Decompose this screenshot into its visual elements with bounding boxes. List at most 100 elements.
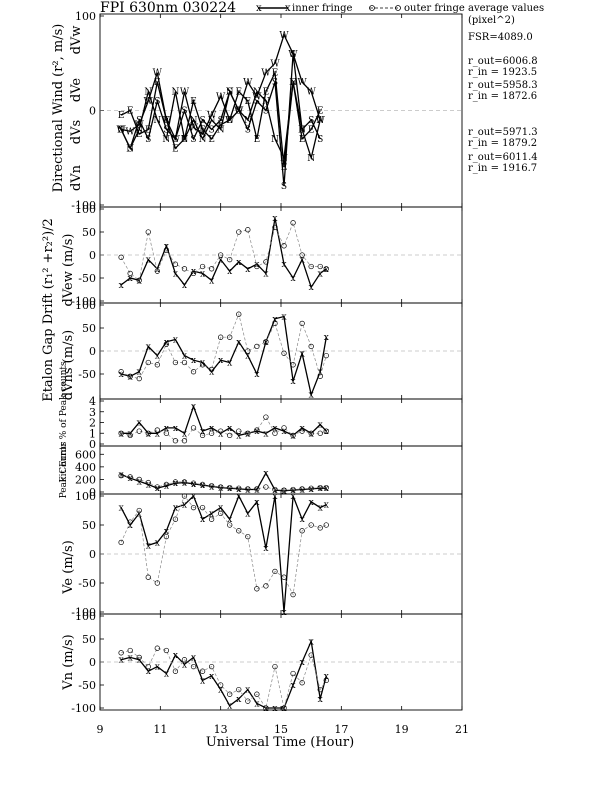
- point-Ve-inner-1: x: [128, 521, 133, 531]
- point-directional-dVe-9: E: [199, 125, 206, 135]
- point-peak_counts-outer-15: [254, 486, 260, 492]
- ytick-label-Vn-3: 50: [82, 633, 96, 646]
- ytick-label-dVew-3: 50: [82, 226, 96, 239]
- point-Vn-inner-17: x: [272, 704, 277, 714]
- point-dVns-inner-11: x: [218, 356, 223, 366]
- point-Vn-inner-3: x: [146, 667, 151, 677]
- point-dVns-inner-0: x: [119, 370, 124, 380]
- point-peak_counts-outer-8: [190, 480, 197, 486]
- point-fit_error-outer-20: [299, 428, 305, 434]
- point-peak_counts-outer-3: [145, 479, 151, 486]
- note-w-in: r_in = 1923.5: [468, 67, 537, 78]
- avg-label-2: (pixel^2): [468, 15, 515, 26]
- point-dVew-inner-8: x: [191, 267, 196, 277]
- point-directional-dVn-20: N: [298, 125, 306, 135]
- point-peak_counts-inner-18: x: [281, 487, 286, 497]
- point-directional-dVn-11: N: [217, 125, 225, 135]
- series-line-dVns-inner: [120, 315, 327, 397]
- ylabel-etalon: Etalon Gap Drift (r₁² +r₂²)/2: [41, 218, 56, 402]
- point-dVns-inner-16: x: [263, 338, 268, 348]
- point-directional-dVw-20: W: [297, 78, 307, 88]
- point-Vn-inner-7: x: [182, 660, 187, 670]
- point-directional-dVs-22: S: [317, 135, 323, 145]
- point-Vn-inner-1: x: [128, 653, 133, 663]
- point-Ve-inner-4: x: [155, 538, 160, 548]
- point-directional-dVs-3: S: [145, 135, 151, 145]
- series-line-fit_error-inner: [121, 404, 327, 437]
- point-peak_counts-outer-11: [218, 484, 224, 490]
- point-peak_counts-inner-14: x: [245, 485, 250, 495]
- point-Ve-inner-20: x: [300, 515, 305, 525]
- point-dVew-outer-12: [227, 256, 233, 263]
- panel-frame-Ve: [99, 493, 463, 615]
- xtick-label-1: 11: [153, 723, 167, 736]
- point-dVns-inner-19: x: [291, 377, 296, 387]
- point-directional-dVs-16: S: [263, 107, 269, 117]
- point-directional-dVe-21: E: [308, 125, 315, 135]
- point-peak_counts-inner-11: x: [218, 484, 223, 494]
- point-dVns-outer-9: [199, 362, 206, 368]
- point-dVew-inner-6: x: [173, 269, 178, 279]
- ytick-label-Ve-2: 0: [89, 548, 96, 561]
- point-dVns-outer-6: [172, 359, 179, 366]
- point-Vn-outer-0: [118, 650, 124, 656]
- point-dVns-inner-7: x: [182, 352, 187, 362]
- point-fit_error-outer-3: [145, 430, 151, 436]
- point-Ve-inner-21: x: [309, 498, 314, 508]
- series-line-dVns-outer: [120, 313, 327, 380]
- panel-frame-dVew: [99, 206, 463, 304]
- point-directional-dVe-5: E: [163, 116, 170, 126]
- point-directional-dVe-22: E: [317, 107, 324, 117]
- point-Vn-inner-9: x: [200, 676, 205, 686]
- point-fit_error-inner-16: x: [263, 429, 268, 439]
- point-Ve-outer-6: [172, 516, 179, 522]
- point-fit_error-outer-17: [272, 430, 278, 436]
- point-directional-dVs-4: S: [154, 97, 160, 107]
- point-Vn-inner-18: x: [281, 704, 286, 714]
- point-dVew-inner-20: x: [300, 256, 305, 266]
- point-directional-dVe-12: E: [226, 116, 233, 126]
- point-Vn-outer-5: [163, 647, 170, 654]
- point-dVew-outer-23: [323, 266, 329, 272]
- point-dVew-inner-21: x: [309, 283, 314, 293]
- point-dVns-outer-11: [218, 334, 224, 340]
- legend-inner-label: inner fringe: [292, 3, 352, 14]
- point-directional-dVw-16: W: [261, 69, 271, 79]
- point-Ve-outer-3: [145, 574, 151, 580]
- point-peak_counts-inner-22: x: [318, 484, 323, 494]
- point-dVns-outer-20: [299, 320, 305, 327]
- ylabel-directional: Directional Wind (r², m/s): [51, 24, 66, 193]
- point-directional-dVn-18: N: [280, 154, 288, 164]
- point-dVns-inner-21: x: [309, 391, 314, 401]
- point-directional-dVe-6: E: [172, 144, 179, 154]
- point-Ve-outer-17: [272, 568, 278, 575]
- series-line-dVew-inner: [120, 218, 327, 289]
- point-dVew-outer-2: [136, 277, 142, 283]
- ytick-label-Vn-1: -50: [78, 679, 96, 692]
- point-Ve-outer-0: [118, 539, 124, 546]
- point-dVns-outer-5: [163, 341, 170, 347]
- point-Ve-inner-22: x: [318, 504, 323, 514]
- point-dVew-inner-22: x: [318, 269, 323, 279]
- point-fit_error-outer-19: [290, 432, 296, 439]
- point-fit_error-inner-12: x: [227, 424, 232, 434]
- point-Vn-inner-5: x: [164, 670, 169, 680]
- point-fit_error-inner-8: x: [191, 402, 196, 412]
- point-Ve-outer-10: [208, 516, 215, 522]
- point-dVns-outer-14: [245, 348, 251, 354]
- point-Vn-inner-8: x: [191, 653, 196, 663]
- point-directional-dVw-17: W: [270, 59, 280, 69]
- point-peak_counts-inner-20: x: [300, 485, 305, 495]
- point-directional-dVs-11: S: [218, 116, 224, 126]
- series-line-peak_counts-inner: [120, 471, 327, 492]
- point-directional-dVw-14: W: [243, 78, 253, 88]
- chart-title: FPI 630nm 030224: [100, 0, 236, 16]
- ytick-label-peak_counts-2: 400: [75, 461, 96, 474]
- point-peak_counts-outer-12: [227, 484, 233, 491]
- point-directional-dVn-13: N: [235, 107, 243, 117]
- point-peak_counts-outer-0: [118, 473, 124, 479]
- point-fit_error-outer-9: [199, 432, 206, 439]
- point-directional-dVs-13: S: [236, 107, 242, 117]
- point-directional-dVn-8: N: [190, 116, 198, 126]
